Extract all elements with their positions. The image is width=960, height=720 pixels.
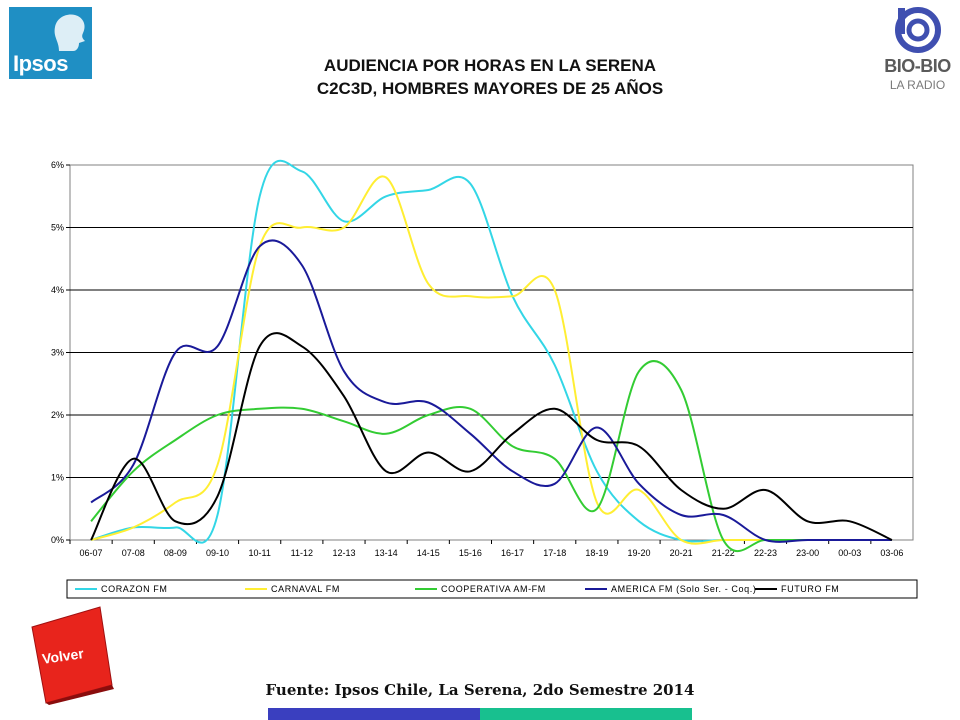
x-tick-label: 15-16 — [459, 548, 482, 558]
biobio-logo-subtitle: LA RADIO — [889, 78, 946, 92]
x-tick-label: 20-21 — [670, 548, 693, 558]
biobio-logo: BIO-BIO LA RADIO — [880, 6, 955, 101]
series-line-4 — [90, 332, 893, 541]
legend-label: CORAZON FM — [101, 584, 168, 594]
ipsos-logo-text: Ipsos — [13, 51, 68, 76]
x-tick-label: 03-06 — [880, 548, 903, 558]
x-tick-label: 21-22 — [712, 548, 735, 558]
source-note: Fuente: Ipsos Chile, La Serena, 2do Seme… — [265, 681, 695, 699]
legend-label: AMERICA FM (Solo Ser. - Coq.) — [611, 584, 756, 594]
x-tick-label: 19-20 — [628, 548, 651, 558]
x-tick-label: 23-00 — [796, 548, 819, 558]
footer-bar-blue — [268, 708, 480, 720]
y-tick-label: 6% — [51, 160, 64, 170]
page-title: AUDIENCIA POR HORAS EN LA SERENA C2C3D, … — [180, 54, 800, 100]
ipsos-head-icon — [54, 14, 85, 51]
x-tick-label: 09-10 — [206, 548, 229, 558]
x-tick-label: 06-07 — [80, 548, 103, 558]
y-tick-label: 1% — [51, 473, 64, 483]
y-tick-label: 4% — [51, 285, 64, 295]
x-tick-label: 11-12 — [291, 548, 313, 558]
x-tick-label: 12-13 — [332, 548, 355, 558]
biobio-logo-name: BIO-BIO — [884, 56, 951, 76]
ipsos-logo: Ipsos — [9, 7, 92, 79]
x-tick-label: 13-14 — [375, 548, 398, 558]
x-tick-label: 14-15 — [417, 548, 440, 558]
legend-label: FUTURO FM — [781, 584, 839, 594]
footer-bar-green — [480, 708, 692, 720]
biobio-radio-icon — [895, 7, 941, 53]
y-tick-label: 5% — [51, 223, 64, 233]
x-tick-label: 16-17 — [501, 548, 524, 558]
x-tick-label: 17-18 — [543, 548, 566, 558]
series-line-3 — [90, 239, 892, 543]
title-line-2: C2C3D, HOMBRES MAYORES DE 25 AÑOS — [316, 79, 664, 98]
x-tick-label: 10-11 — [248, 548, 270, 558]
y-tick-label: 2% — [51, 410, 64, 420]
legend-label: COOPERATIVA AM-FM — [441, 584, 546, 594]
legend-label: CARNAVAL FM — [271, 584, 340, 594]
series-line-2 — [90, 360, 892, 553]
series-line-1 — [90, 175, 892, 545]
volver-button[interactable] — [22, 605, 117, 705]
x-tick-label: 22-23 — [754, 548, 777, 558]
y-tick-label: 3% — [51, 348, 64, 358]
x-tick-label: 18-19 — [585, 548, 608, 558]
legend-box — [66, 579, 918, 599]
x-tick-label: 08-09 — [164, 548, 187, 558]
y-tick-label: 0% — [51, 535, 64, 545]
x-tick-label: 00-03 — [838, 548, 861, 558]
title-line-1: AUDIENCIA POR HORAS EN LA SERENA — [323, 56, 657, 75]
x-tick-label: 07-08 — [122, 548, 145, 558]
